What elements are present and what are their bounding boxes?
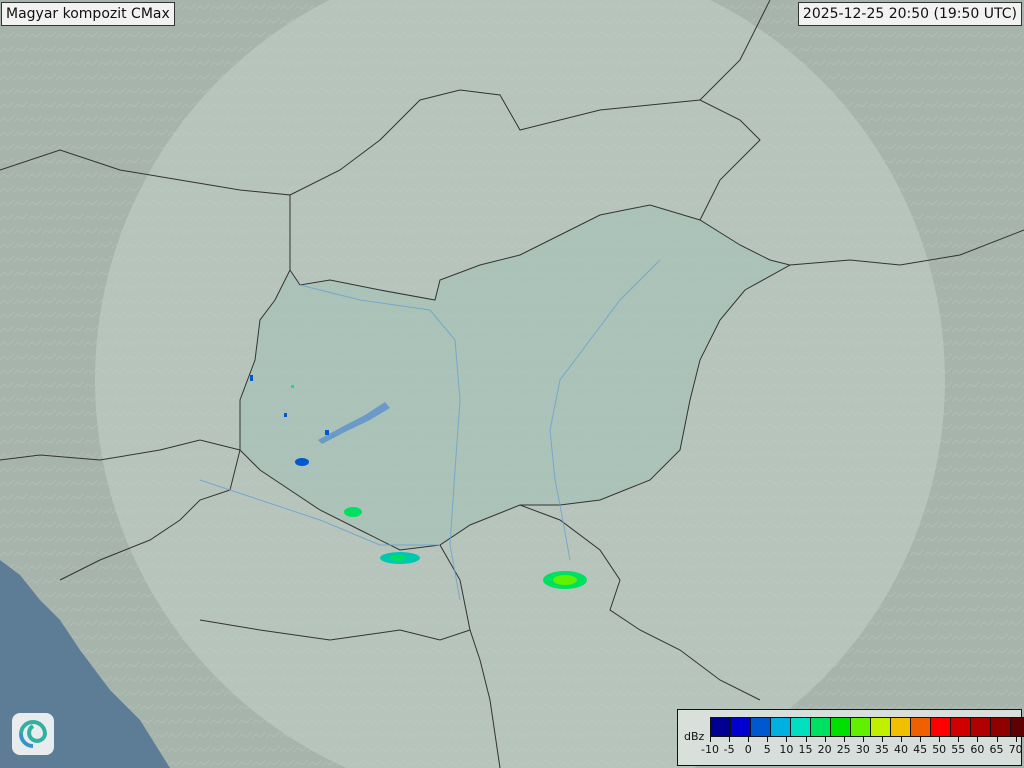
legend-swatch	[831, 718, 851, 736]
legend-tick-label: 70	[1008, 743, 1023, 756]
legend-tick	[881, 737, 883, 742]
legend-swatch	[811, 718, 831, 736]
legend-tick	[862, 737, 864, 742]
legend-tick-label: 55	[951, 743, 966, 756]
legend-swatch	[951, 718, 971, 736]
timestamp: 2025-12-25 20:50 (19:50 UTC)	[797, 2, 1022, 26]
legend-swatch	[971, 718, 991, 736]
legend-tick	[786, 737, 788, 742]
legend-swatch	[1011, 718, 1024, 736]
legend-swatch	[731, 718, 751, 736]
legend-color-bar	[710, 717, 1024, 737]
hungary-territory	[239, 204, 792, 551]
legend-tick	[748, 737, 750, 742]
legend-tick	[996, 737, 998, 742]
legend-tick-label: 20	[817, 743, 832, 756]
legend-tick-label: 45	[913, 743, 928, 756]
echo-west-2	[284, 413, 287, 417]
echo-south-core	[553, 575, 577, 585]
legend-tick	[1015, 737, 1017, 742]
legend-tick-label: 10	[779, 743, 794, 756]
legend-tick-label: 5	[763, 743, 771, 756]
legend-tick	[843, 737, 845, 742]
legend-tick	[805, 737, 807, 742]
radar-echoes	[250, 375, 587, 589]
legend-tick-label: 30	[855, 743, 870, 756]
legend-tick-label: 40	[894, 743, 908, 756]
legend-tick-label: -10	[701, 743, 719, 756]
legend-tick-label: 35	[874, 743, 889, 756]
legend-swatch	[891, 718, 911, 736]
legend-tick	[824, 737, 826, 742]
legend-tick-label: -5	[723, 743, 735, 756]
legend-tick	[958, 737, 960, 742]
legend-tick	[901, 737, 902, 742]
legend-tick	[710, 737, 711, 742]
legend-swatch	[911, 718, 931, 736]
legend-tick-label: 60	[970, 743, 985, 756]
legend-tick	[977, 737, 979, 742]
legend-unit: dBz	[684, 730, 705, 743]
legend-tick-label: 65	[989, 743, 1004, 756]
legend-tick	[767, 737, 769, 742]
echo-sw-1	[295, 458, 309, 466]
echo-sw-2	[344, 507, 362, 517]
legend-swatch	[871, 718, 891, 736]
legend-tick-label: 25	[836, 743, 851, 756]
rivers	[199, 259, 661, 601]
echo-west-3	[250, 375, 253, 381]
legend-ticks: -10 -5 0 5 10 15 20 25 30 35 40 45 50 55 60 65 70	[701, 737, 1023, 761]
legend-tick	[939, 737, 941, 742]
legend-swatch	[711, 718, 731, 736]
echo-west	[325, 430, 329, 435]
legend-swatch	[791, 718, 811, 736]
legend-swatch	[851, 718, 871, 736]
product-title: Magyar kompozit CMax	[1, 2, 175, 26]
legend-tick	[729, 737, 731, 742]
swirl-logo-icon	[12, 713, 54, 755]
dbz-legend: dBz -10 -5 0 5 10 15 20 25 30 35 40 45 50 55 60 65 70	[677, 709, 1024, 766]
legend-tick-label: 50	[932, 743, 947, 756]
legend-swatch	[991, 718, 1011, 736]
legend-tick-label: 0	[744, 743, 752, 756]
legend-swatch	[751, 718, 771, 736]
lake-balaton	[318, 402, 390, 444]
legend-swatch	[771, 718, 791, 736]
echo-west-4	[291, 385, 294, 388]
echo-drava-core	[390, 555, 406, 561]
legend-tick-label: 15	[798, 743, 813, 756]
legend-tick	[920, 737, 922, 742]
legend-swatch	[931, 718, 951, 736]
